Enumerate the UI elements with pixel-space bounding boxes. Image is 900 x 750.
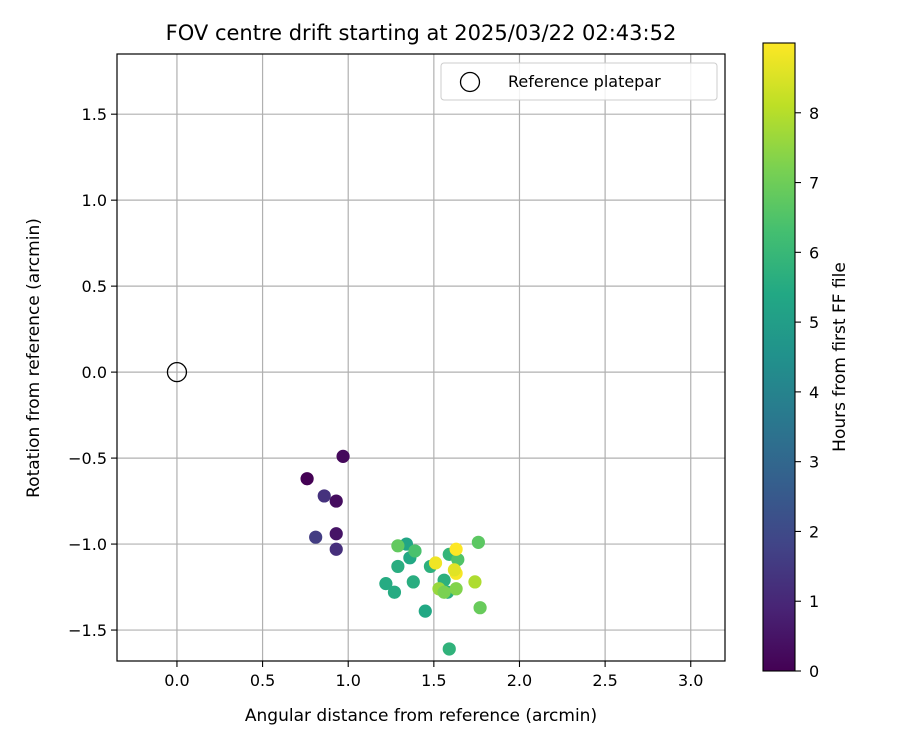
y-tick-label: 0.0 bbox=[82, 363, 107, 382]
y-tick-label: 1.5 bbox=[82, 105, 107, 124]
x-tick-label: 0.5 bbox=[250, 671, 275, 690]
reference-platepar-point bbox=[166, 361, 188, 383]
data-point bbox=[473, 601, 487, 615]
colorbar-tick-label: 1 bbox=[809, 592, 819, 611]
chart-title: FOV centre drift starting at 2025/03/22 … bbox=[166, 21, 677, 45]
data-point bbox=[300, 472, 314, 486]
data-point bbox=[437, 585, 451, 599]
data-point bbox=[442, 642, 456, 656]
data-point bbox=[387, 585, 402, 599]
data-point bbox=[471, 535, 485, 549]
legend-label: Reference platepar bbox=[508, 72, 661, 91]
data-point bbox=[379, 577, 393, 591]
data-point bbox=[451, 552, 465, 567]
legend: Reference platepar bbox=[440, 62, 718, 101]
y-tick-label: −0.5 bbox=[68, 449, 107, 468]
data-point bbox=[329, 527, 343, 541]
colorbar-ticks: 0 1 2 3 4 5 6 7 8 bbox=[795, 104, 819, 681]
y-tick-label: −1.0 bbox=[68, 535, 107, 554]
x-tick-label: 2.0 bbox=[507, 671, 532, 690]
data-point bbox=[391, 539, 405, 553]
data-point bbox=[449, 582, 463, 596]
data-point bbox=[391, 559, 405, 574]
colorbar-tick-label: 0 bbox=[809, 662, 819, 681]
data-point bbox=[309, 530, 323, 544]
data-point bbox=[447, 563, 461, 577]
data-point bbox=[449, 542, 463, 556]
legend-box bbox=[440, 62, 718, 101]
scatter-points bbox=[300, 449, 487, 656]
plot-frame bbox=[116, 53, 726, 662]
y-tick-label: 1.0 bbox=[82, 191, 107, 210]
x-tick-label: 1.0 bbox=[335, 671, 360, 690]
x-tick-label: 1.5 bbox=[421, 671, 446, 690]
colorbar-label: Hours from first FF file bbox=[830, 262, 850, 452]
colorbar-tick-label: 7 bbox=[809, 174, 819, 193]
data-point bbox=[468, 575, 482, 589]
data-point bbox=[428, 556, 443, 570]
colorbar-tick-label: 3 bbox=[809, 453, 819, 472]
colorbar-tick-label: 5 bbox=[809, 313, 819, 332]
x-tick-label: 2.5 bbox=[592, 671, 617, 690]
data-point bbox=[418, 604, 432, 618]
colorbar: 0 1 2 3 4 5 6 7 8 Hours from first FF file bbox=[762, 42, 850, 681]
y-axis-label: Rotation from reference (arcmin) bbox=[24, 218, 44, 498]
y-tick-label: −1.5 bbox=[68, 621, 107, 640]
data-point bbox=[329, 494, 343, 508]
data-point bbox=[317, 489, 331, 503]
data-point bbox=[408, 544, 422, 558]
colorbar-gradient bbox=[762, 42, 796, 672]
data-point bbox=[406, 575, 420, 589]
data-point bbox=[336, 449, 350, 463]
colorbar-tick-label: 6 bbox=[809, 243, 819, 262]
data-point bbox=[329, 542, 343, 556]
y-tick-label: 0.5 bbox=[82, 277, 107, 296]
colorbar-tick-label: 2 bbox=[809, 522, 819, 541]
axis-ticks: 0.0 0.5 1.0 1.5 2.0 2.5 3.0 −1.5 −1.0 −0.5 0.0 0.5 1… bbox=[68, 105, 703, 690]
colorbar-tick-label: 8 bbox=[809, 104, 819, 123]
x-axis-label: Angular distance from reference (arcmin) bbox=[245, 706, 597, 726]
legend-marker-open-circle bbox=[459, 71, 481, 93]
x-tick-label: 0.0 bbox=[164, 671, 189, 690]
x-tick-label: 3.0 bbox=[678, 671, 703, 690]
reference-marker bbox=[166, 361, 188, 383]
grid-lines bbox=[117, 54, 725, 661]
colorbar-tick-label: 4 bbox=[809, 383, 819, 402]
